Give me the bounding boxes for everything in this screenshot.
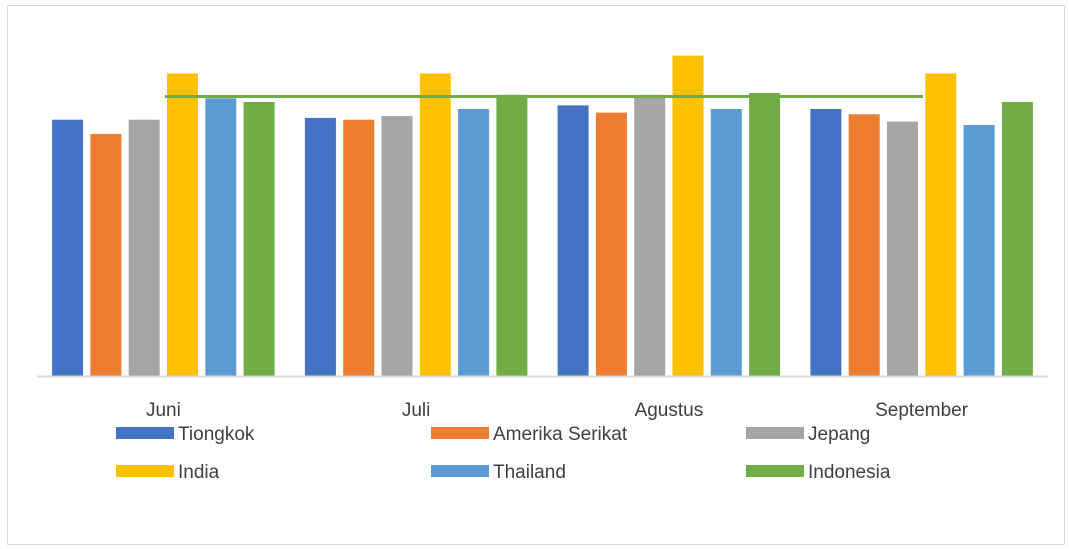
x-tick-label-september: September — [875, 400, 969, 421]
x-tick-labels: Juni Juli Agustus September — [146, 400, 969, 421]
bar-september-indonesia — [1001, 101, 1033, 377]
bar-juli-thailand — [458, 109, 490, 376]
legend-label-jepang: Jepang — [808, 424, 870, 445]
bar-juni-india — [167, 73, 198, 377]
bars-layer — [52, 55, 1033, 377]
bar-september-india — [925, 73, 957, 377]
legend-swatch-thailand — [431, 465, 489, 477]
bar-agustus-amerika-serikat — [595, 112, 627, 376]
x-tick-label-agustus: Agustus — [635, 400, 704, 421]
legend: Tiongkok Amerika Serikat Jepang India Thaila… — [116, 424, 891, 483]
legend-label-thailand: Thailand — [493, 462, 566, 483]
legend-swatch-india — [116, 465, 174, 477]
bar-juli-amerika-serikat — [343, 119, 375, 376]
bar-juni-tiongkok — [52, 119, 84, 376]
legend-label-tiongkok: Tiongkok — [178, 424, 255, 445]
bar-juli-jepang — [381, 116, 413, 376]
bar-agustus-indonesia — [749, 93, 781, 376]
bar-agustus-india — [672, 55, 704, 376]
legend-swatch-indonesia — [746, 465, 804, 477]
legend-label-india: India — [178, 462, 220, 483]
bar-september-jepang — [887, 121, 918, 376]
bar-juli-tiongkok — [304, 117, 336, 377]
bar-agustus-thailand — [710, 109, 742, 376]
bar-juni-indonesia — [243, 101, 275, 377]
legend-label-amerika-serikat: Amerika Serikat — [493, 424, 628, 445]
bar-juli-india — [419, 73, 451, 377]
bar-juni-thailand — [205, 98, 237, 377]
legend-swatch-jepang — [746, 427, 804, 439]
bar-september-tiongkok — [810, 109, 842, 376]
bar-juni-jepang — [128, 119, 160, 376]
bar-september-thailand — [963, 125, 995, 376]
bar-agustus-tiongkok — [557, 105, 589, 377]
bar-agustus-jepang — [634, 94, 666, 377]
legend-swatch-amerika-serikat — [431, 427, 489, 439]
bar-juli-indonesia — [496, 94, 528, 377]
legend-swatch-tiongkok — [116, 427, 174, 439]
bar-juni-amerika-serikat — [90, 133, 122, 376]
x-tick-label-juli: Juli — [402, 400, 431, 421]
x-tick-label-juni: Juni — [146, 400, 181, 421]
legend-label-indonesia: Indonesia — [808, 462, 891, 483]
bar-september-amerika-serikat — [848, 114, 880, 377]
